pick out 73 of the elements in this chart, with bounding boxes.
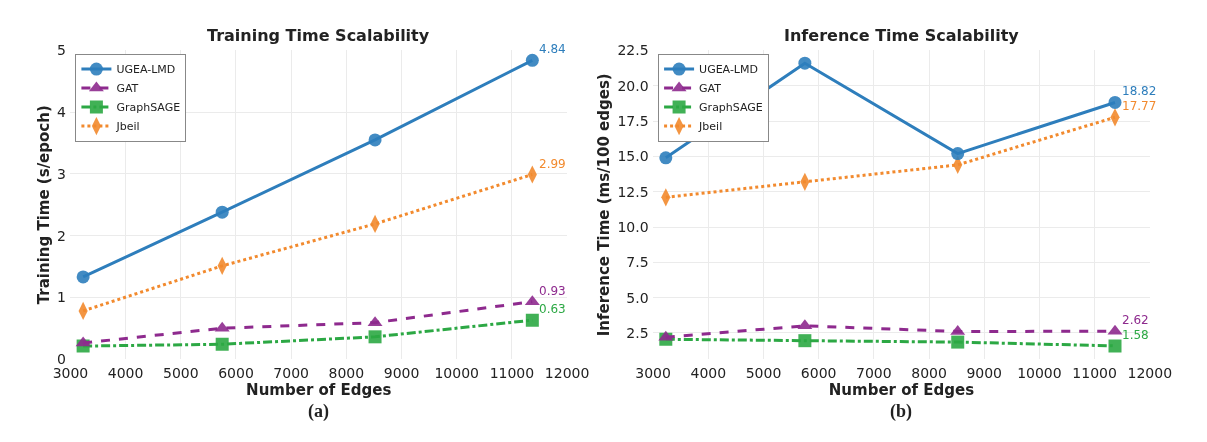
x-tick-label: 12000 (544, 364, 590, 381)
point (659, 151, 673, 165)
x-tick-label: 4000 (107, 364, 144, 381)
x-tick-label: 6000 (800, 364, 837, 381)
text: (b) (890, 401, 912, 422)
x-tick-label: 8000 (328, 364, 365, 381)
data-label: 18.82 (1122, 84, 1157, 98)
y-tick-label: 5.0 (626, 289, 649, 306)
point (368, 330, 382, 344)
y-tick-label: 1 (56, 289, 66, 306)
y-axis-title: Inference Time (ms/100 edges) (595, 73, 614, 337)
point (525, 313, 539, 327)
x-tick-label: 3000 (635, 364, 671, 381)
data-label: 2.62 (1122, 313, 1149, 327)
y-tick-label: 2 (56, 227, 66, 244)
legend-label: Jbeil (698, 120, 723, 134)
y-tick-label: 10.0 (617, 218, 649, 235)
data-label: 1.58 (1122, 328, 1149, 342)
point (798, 334, 812, 348)
legend-label: UGEA-LMD (116, 63, 176, 77)
legend-label: GAT (116, 82, 139, 96)
x-axis-title: Number of Edges (828, 380, 975, 399)
x-tick-label: 10000 (434, 364, 479, 381)
data-label: 2.99 (539, 157, 566, 171)
point (76, 270, 90, 284)
data-label: 4.84 (539, 42, 566, 56)
point (525, 53, 539, 67)
x-tick-label: 11000 (1072, 364, 1117, 381)
y-tick-label: 4 (56, 104, 66, 121)
point (215, 337, 229, 351)
x-tick-label: 11000 (489, 364, 535, 381)
point (951, 335, 965, 349)
x-tick-label: 3000 (52, 364, 89, 381)
point (798, 56, 812, 70)
point (1108, 339, 1122, 353)
x-tick-label: 9000 (383, 364, 420, 381)
legend-label: UGEA-LMD (699, 63, 758, 77)
y-tick-label: 3 (56, 165, 66, 182)
y-tick-label: 2.5 (626, 324, 649, 341)
x-tick-label: 4000 (690, 364, 727, 381)
chart-title: Inference Time Scalability (784, 26, 1020, 45)
x-tick-label: 7000 (856, 364, 892, 381)
data-label: 0.93 (539, 284, 566, 298)
y-tick-label: 0 (56, 350, 66, 367)
x-tick-label: 6000 (218, 364, 254, 381)
legend-label: GraphSAGE (116, 101, 181, 115)
y-tick-label: 22.5 (617, 42, 649, 59)
data-label: 0.63 (539, 302, 566, 316)
x-tick-label: 5000 (745, 364, 782, 381)
y-tick-label: 7.5 (626, 254, 649, 271)
x-tick-label: 10000 (1017, 364, 1062, 381)
y-tick-label: 20.0 (617, 77, 649, 94)
x-axis-title: Number of Edges (246, 380, 392, 399)
legend-label: GAT (699, 82, 722, 96)
x-tick-label: 7000 (273, 364, 309, 381)
y-tick-label: 17.5 (617, 112, 649, 129)
y-axis-title: Training Time (s/epoch) (34, 105, 53, 305)
x-tick-label: 9000 (966, 364, 1003, 381)
legend-label: Jbeil (115, 120, 140, 134)
y-tick-label: 12.5 (617, 183, 649, 200)
x-tick-label: 8000 (911, 364, 947, 381)
chart-title: Training Time Scalability (207, 26, 430, 45)
point (1108, 95, 1122, 109)
point (368, 133, 382, 147)
x-tick-label: 12000 (1127, 364, 1173, 381)
legend-label: GraphSAGE (699, 101, 763, 115)
point (215, 205, 229, 219)
point (951, 147, 965, 161)
text: (a) (308, 401, 329, 422)
x-tick-label: 5000 (162, 364, 199, 381)
y-tick-label: 15.0 (617, 148, 649, 165)
y-tick-label: 5 (56, 42, 66, 59)
data-label: 17.77 (1122, 99, 1157, 113)
